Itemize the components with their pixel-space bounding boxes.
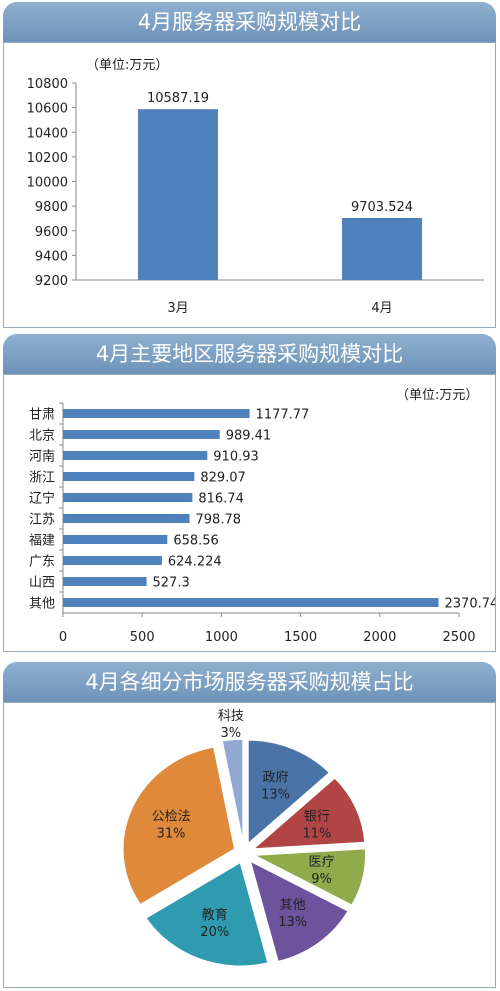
- pie-slice-percent: 11%: [302, 826, 331, 841]
- chart-box-region: （单位:万元） 0 500 1000 1500 2000 2500 甘肃 1177.77 北京 9…: [3, 374, 496, 652]
- bar-chart-monthly: （单位:万元） 9200 9400 9600 9800 10000 10200 10400 1…: [27, 58, 484, 316]
- unit-label-monthly: （单位:万元）: [86, 58, 168, 73]
- bar-value-label: 910.93: [213, 450, 259, 465]
- bar-chart-region: （单位:万元） 0 500 1000 1500 2000 2500 甘肃 1177.77 北京 9…: [29, 388, 495, 645]
- bar-value-label: 624.224: [168, 555, 222, 570]
- bar: [63, 577, 147, 586]
- panel-title-region: 4月主要地区服务器采购规模对比: [3, 334, 496, 374]
- panel-segment-share: 4月各细分市场服务器采购规模占比 政府 13% 银行 11% 医疗 9% 其他 13% 教育 20…: [3, 662, 496, 988]
- bar-value-label: 989.41: [226, 429, 271, 444]
- y-tick-label: 10600: [27, 102, 68, 117]
- y-tick-label: 9600: [35, 225, 68, 240]
- bar: [63, 535, 168, 544]
- y-tick-label: 9800: [35, 200, 68, 215]
- panel-region-comparison: 4月主要地区服务器采购规模对比 （单位:万元） 0 500 1000 1500 2000…: [3, 334, 496, 652]
- bar: [63, 493, 193, 502]
- bar: [63, 472, 195, 481]
- unit-label-region: （单位:万元）: [396, 388, 478, 403]
- bar-value-label: 1177.77: [256, 408, 310, 423]
- y-category-label: 福建: [29, 534, 55, 549]
- pie-slice-name: 医疗: [309, 855, 335, 870]
- pie-chart-segment: 政府 13% 银行 11% 医疗 9% 其他 13% 教育 20% 公检法 31% 科技 3%: [122, 709, 367, 968]
- y-category-label: 河南: [29, 449, 55, 465]
- y-tick-label: 10400: [27, 126, 68, 141]
- chart-box-monthly: （单位:万元） 9200 9400 9600 9800 10000 10200 10400 1…: [3, 42, 496, 328]
- bar-value-label: 2370.74: [445, 597, 495, 612]
- panel-title-monthly: 4月服务器采购规模对比: [3, 2, 496, 42]
- bar: [138, 109, 218, 280]
- y-tick-label: 10000: [27, 176, 68, 191]
- bar-value-label: 10587.19: [147, 91, 209, 106]
- pie-slice-name: 银行: [304, 809, 330, 824]
- pie-slice-percent: 3%: [221, 726, 242, 741]
- pie-slice-name: 政府: [263, 771, 289, 786]
- bar: [63, 409, 250, 418]
- pie-slice-name: 教育: [202, 907, 228, 923]
- bar-value-label: 798.78: [196, 513, 242, 528]
- bar-value-label: 658.56: [173, 534, 219, 549]
- x-tick-label: 500: [130, 630, 155, 645]
- bar: [63, 514, 190, 523]
- y-category-label: 辽宁: [29, 491, 55, 507]
- y-category-label: 广东: [29, 555, 55, 570]
- x-tick-label: 1500: [284, 630, 317, 645]
- x-category-label: 4月: [371, 301, 392, 316]
- bar: [63, 451, 208, 460]
- chart-box-segment: 政府 13% 银行 11% 医疗 9% 其他 13% 教育 20% 公检法 31% 科技 3%: [3, 702, 496, 988]
- x-category-label: 3月: [167, 301, 188, 316]
- bar: [342, 218, 422, 280]
- x-tick-label: 2500: [442, 630, 475, 645]
- panel-title-segment: 4月各细分市场服务器采购规模占比: [3, 662, 496, 702]
- y-tick-label: 10800: [27, 77, 68, 92]
- pie-slice: [247, 739, 331, 846]
- x-tick-label: 0: [59, 630, 67, 645]
- pie-slice: [144, 861, 270, 968]
- x-tick-label: 2000: [363, 630, 396, 645]
- y-category-label: 山西: [29, 576, 55, 591]
- pie-slice-name: 其他: [280, 898, 306, 913]
- y-category-label: 浙江: [29, 471, 55, 486]
- pie-slice: [251, 776, 366, 850]
- pie-slice: [122, 746, 236, 906]
- pie-slice-name: 公检法: [152, 809, 191, 824]
- pie-slice: [250, 847, 367, 907]
- bar: [63, 556, 162, 565]
- y-category-label: 甘肃: [29, 408, 55, 423]
- bar-value-label: 816.74: [198, 492, 244, 507]
- pie-slice-percent: 31%: [157, 826, 186, 841]
- x-tick-label: 1000: [205, 630, 238, 645]
- pie-slice: [221, 738, 244, 844]
- pie-slice: [248, 859, 350, 963]
- y-tick-label: 9200: [35, 274, 68, 289]
- y-category-label: 北京: [29, 429, 55, 444]
- pie-slice-percent: 13%: [261, 788, 290, 803]
- y-tick-label: 10200: [27, 151, 68, 166]
- pie-slice-name: 科技: [218, 709, 244, 724]
- y-category-label: 其他: [29, 597, 55, 612]
- bar-value-label: 829.07: [200, 471, 246, 486]
- pie-slice-percent: 9%: [311, 872, 332, 887]
- y-tick-label: 9400: [35, 249, 68, 264]
- pie-slice-percent: 20%: [200, 925, 229, 940]
- pie-slice-percent: 13%: [278, 915, 307, 930]
- bar-value-label: 527.3: [153, 576, 190, 591]
- bar: [63, 598, 439, 607]
- bar-value-label: 9703.524: [351, 200, 413, 215]
- panel-monthly-comparison: 4月服务器采购规模对比 （单位:万元） 9200 9400 9600 9800 1000…: [3, 2, 496, 328]
- bar: [63, 430, 220, 439]
- y-category-label: 江苏: [29, 512, 55, 528]
